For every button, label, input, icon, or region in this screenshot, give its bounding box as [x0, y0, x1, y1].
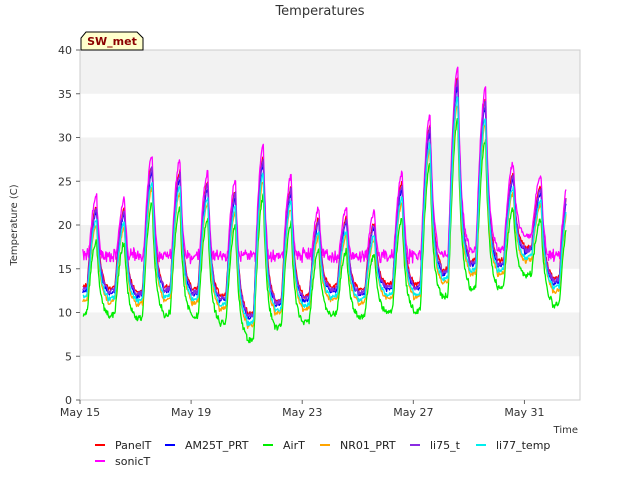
plot-lines	[82, 66, 567, 344]
y-tick-label: 15	[58, 263, 72, 276]
legend-label-AirT: AirT	[283, 439, 305, 452]
y-tick-label: 25	[58, 175, 72, 188]
y-tick-label: 0	[65, 394, 72, 407]
x-tick-label: May 27	[393, 406, 433, 419]
grid-band	[80, 50, 580, 94]
station-badge: SW_met	[80, 31, 144, 51]
chart-title: Temperatures	[274, 4, 364, 19]
legend: PanelT sonicT AM25T_PRT AirT NR01_PRT li75_t l…	[95, 439, 550, 468]
y-axis-title: Temperature (C)	[9, 184, 20, 266]
station-badge-label: SW_met	[87, 35, 137, 48]
y-tick-label: 35	[58, 88, 72, 101]
x-tick-label: May 15	[60, 406, 100, 419]
legend-label-AM25T_PRT: AM25T_PRT	[185, 439, 249, 452]
y-tick-label: 20	[58, 219, 72, 232]
x-tick-label: May 31	[504, 406, 544, 419]
grid-band	[80, 312, 580, 357]
legend-label-li77_temp: li77_temp	[496, 439, 550, 452]
x-axis-title: Time	[553, 425, 578, 436]
grid-band	[80, 93, 580, 138]
x-tick-label: May 23	[282, 406, 322, 419]
legend-label-PanelT: PanelT	[115, 439, 152, 452]
y-tick-label: 10	[58, 307, 72, 320]
series-line-li77_temp	[82, 96, 567, 327]
grid-band	[80, 181, 580, 225]
y-axis: 0 5 10 15 20 25 30 35 40	[58, 44, 80, 407]
legend-label-NR01_PRT: NR01_PRT	[340, 439, 396, 452]
legend-label-li75_t: li75_t	[430, 439, 461, 452]
y-tick-label: 5	[65, 350, 72, 363]
series-line-li75_t	[82, 79, 567, 320]
grid-bands	[80, 50, 580, 400]
y-tick-label: 30	[58, 132, 72, 145]
series-line-sonicT	[82, 66, 567, 265]
grid-band	[80, 137, 580, 182]
grid-band	[80, 356, 580, 400]
legend-label-sonicT: sonicT	[115, 455, 151, 468]
y-tick-label: 40	[58, 44, 72, 57]
x-axis: May 15 May 19 May 23 May 27 May 31	[60, 400, 545, 419]
x-tick-label: May 19	[171, 406, 211, 419]
